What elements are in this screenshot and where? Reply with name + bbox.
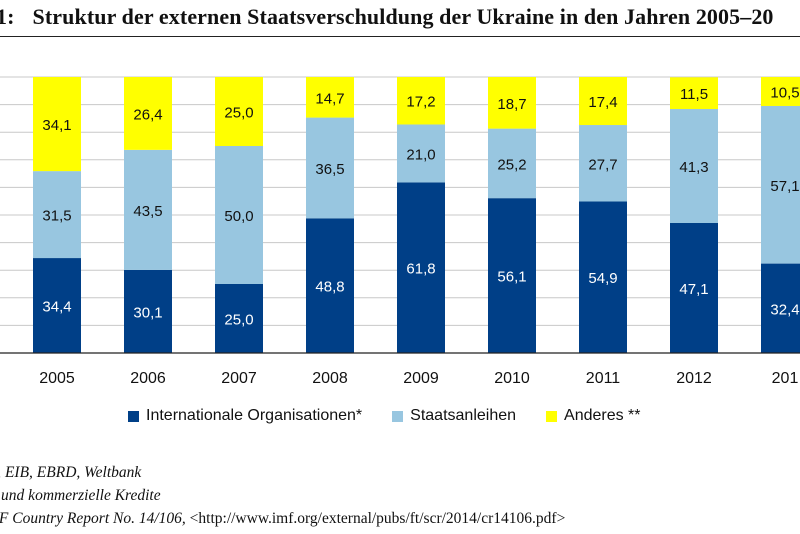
data-label: 27,7: [588, 156, 617, 173]
data-label: 54,9: [588, 270, 617, 287]
bar-segment: [488, 198, 536, 353]
data-label: 34,1: [42, 117, 71, 134]
footnotes: U, EIB, EBRD, Weltbank le und kommerziel…: [0, 461, 800, 530]
data-label: 17,2: [406, 94, 435, 111]
bar-segment: [670, 77, 718, 110]
title-text: Struktur der externen Staatsverschuldung…: [32, 4, 774, 29]
data-label: 21,0: [406, 146, 435, 163]
bar-segment: [215, 146, 263, 284]
data-label: 57,1: [770, 178, 799, 195]
stacked-bar-chart: 34,4 31,5 34,1 2005 30,1 43,5 26,4 2006 25,0 50,0…: [0, 76, 800, 387]
bar-segment: [306, 117, 354, 219]
legend-label: Internationale Organisationen*: [146, 407, 363, 424]
data-label: 25,0: [224, 105, 253, 122]
bar-segment: [761, 77, 800, 106]
legend-item-staatsanleihen: Staatsanleihen: [392, 407, 516, 425]
data-label: 10,5: [770, 84, 799, 101]
data-label: 32,4: [770, 301, 799, 318]
bar-segment: [33, 77, 81, 172]
x-tick-label: 2005: [39, 370, 75, 387]
bar-segment: [215, 77, 263, 146]
footnote-2: le und kommerzielle Kredite: [0, 487, 161, 504]
bar-segment: [124, 77, 172, 150]
data-label: 50,0: [224, 208, 253, 225]
bar-segment: [215, 284, 263, 353]
data-label: 61,8: [406, 261, 435, 278]
title-rule: [0, 36, 800, 37]
x-tick-label: 2012: [676, 370, 712, 387]
x-tick-label: 2011: [586, 370, 621, 387]
bar-segment: [397, 77, 445, 125]
footnote-source: MF Country Report No. 14/106, <http://ww…: [0, 510, 566, 527]
legend-item-internationale-organisationen: Internationale Organisationen*: [128, 407, 362, 425]
bar-segment: [670, 109, 718, 224]
bar-segment: [761, 263, 800, 353]
bar-segment: [124, 149, 172, 270]
bar-segment: [579, 77, 627, 126]
data-label: 56,1: [497, 269, 526, 286]
legend-swatch: [546, 410, 558, 422]
bar-segment: [670, 223, 718, 353]
x-tick-label: 2006: [130, 370, 166, 387]
legend-label: Anderes **: [564, 407, 641, 424]
legend-swatch: [128, 410, 139, 422]
bar-segment: [761, 105, 800, 264]
x-tick-label: 2008: [312, 370, 348, 387]
bar-segment: [579, 125, 627, 202]
bar-segment: [579, 201, 627, 353]
data-label: 26,4: [133, 106, 162, 123]
x-tick-label: 201: [772, 370, 799, 387]
footnote-1: U, EIB, EBRD, Weltbank: [0, 464, 142, 481]
data-label: 14,7: [315, 90, 344, 107]
bar-segment: [488, 128, 536, 199]
bar-segment: [488, 77, 536, 129]
bar-segment: [397, 182, 445, 353]
data-label: 25,2: [497, 156, 526, 173]
bar-segment: [124, 269, 172, 353]
data-label: 25,0: [224, 312, 253, 329]
data-label: 17,4: [588, 94, 617, 111]
data-label: 11,5: [680, 86, 708, 103]
bar-segment: [33, 258, 81, 353]
data-label: 43,5: [133, 203, 162, 220]
chart-title: 1: Struktur der externen Staatsverschuldu…: [0, 4, 774, 30]
x-tick-label: 2010: [494, 370, 530, 387]
bar-segment: [306, 218, 354, 353]
legend-swatch: [392, 410, 404, 422]
figure-number: 1:: [0, 4, 15, 29]
data-label: 41,3: [679, 159, 708, 176]
data-label: 31,5: [42, 208, 71, 225]
bar-segment: [397, 124, 445, 183]
data-label: 34,4: [42, 299, 71, 316]
data-label: 47,1: [679, 281, 708, 298]
data-label: 48,8: [315, 279, 344, 296]
legend: Internationale Organisationen* Staatsanl…: [128, 407, 671, 425]
x-tick-label: 2009: [403, 370, 439, 387]
bar-segment: [33, 171, 81, 259]
data-label: 36,5: [315, 161, 344, 178]
x-tick-label: 2007: [221, 370, 257, 387]
legend-item-anderes: Anderes **: [546, 407, 641, 425]
data-label: 30,1: [133, 304, 162, 321]
data-label: 18,7: [497, 96, 526, 113]
bar-segment: [306, 77, 354, 118]
legend-label: Staatsanleihen: [410, 407, 517, 424]
